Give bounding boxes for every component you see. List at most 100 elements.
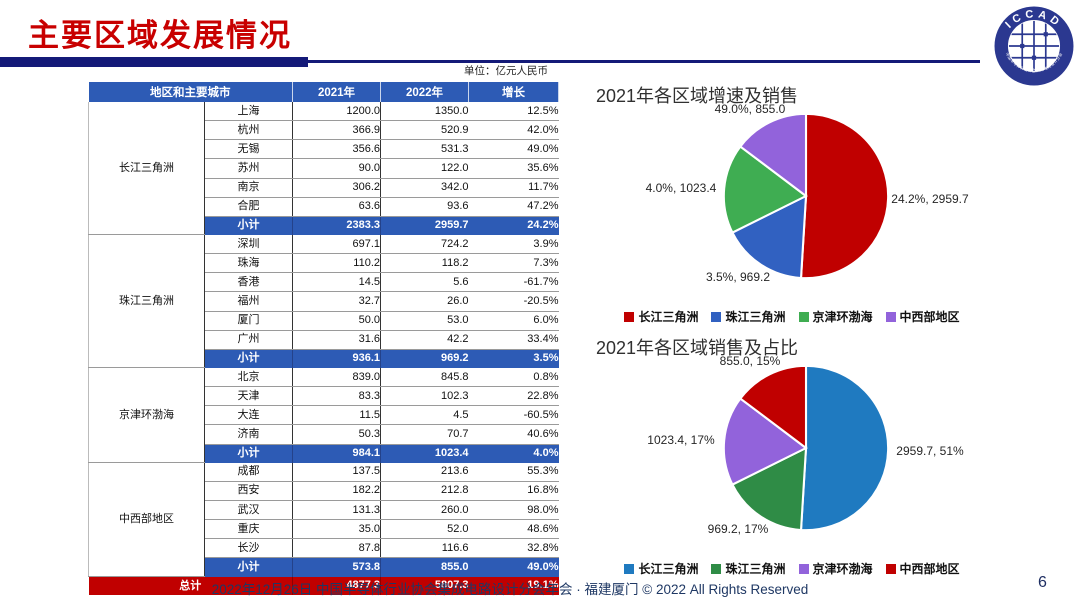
value-2021-cell: 839.0 <box>292 367 381 388</box>
city-cell: 长沙 <box>204 538 293 559</box>
region-cell: 京津环渤海 <box>88 367 205 464</box>
pie-slice-珠江三角洲 <box>731 446 808 531</box>
legend-item-中西部地区: 中西部地区 <box>885 560 960 577</box>
total-2021-cell: 4877.3 <box>292 576 381 596</box>
table-row: 京津环渤海 北京 839.0 845.8 0.8% <box>88 367 559 464</box>
city-cell: 杭州 <box>204 120 293 141</box>
value-2022-cell: 53.0 <box>380 311 469 331</box>
growth-cell: -61.7% <box>468 272 559 293</box>
growth-cell: 6.0% <box>468 311 559 331</box>
growth-cell: 49.0% <box>468 139 559 160</box>
value-2022-cell: 845.8 <box>380 367 469 388</box>
legend-swatch-icon <box>711 563 722 574</box>
subtotal-growth-cell: 4.0% <box>468 444 559 463</box>
subtotal-2021-cell: 936.1 <box>292 349 381 368</box>
subtotal-row: 小计 573.8 855.0 49.0% <box>89 557 559 577</box>
subtotal-2022-cell: 1023.4 <box>380 444 469 463</box>
value-2021-cell: 182.2 <box>292 481 381 501</box>
unit-label: 单位：亿元人民币 <box>464 65 548 77</box>
region-table: 地区和主要城市 2021年 2022年 增长 长江三角洲 上海 1200.0 1350… <box>88 82 559 596</box>
page-number: 6 <box>1038 574 1047 591</box>
city-cell: 济南 <box>204 424 293 445</box>
region-cell: 长江三角洲 <box>88 102 205 236</box>
col-header-2022: 2022年 <box>380 82 469 102</box>
value-2021-cell: 90.0 <box>292 158 381 179</box>
city-cell: 厦门 <box>204 311 293 331</box>
table-header-row: 地区和主要城市 2021年 2022年 增长 <box>88 82 559 102</box>
value-2022-cell: 260.0 <box>380 500 469 521</box>
subtotal-2021-cell: 573.8 <box>292 557 381 577</box>
legend-label: 长江三角洲 <box>638 562 699 576</box>
table-row: 天津 83.3 102.3 22.8% <box>89 386 559 407</box>
table-row: 合肥 63.6 93.6 47.2% <box>89 197 559 217</box>
value-2022-cell: 122.0 <box>380 158 469 179</box>
page-title: 主要区域发展情况 <box>28 18 292 53</box>
legend-label: 中西部地区 <box>899 310 960 324</box>
pie-slice-长江三角洲 <box>799 113 889 279</box>
value-2022-cell: 213.6 <box>380 462 469 482</box>
subtotal-label-cell: 小计 <box>204 349 293 368</box>
growth-cell: 3.9% <box>468 234 559 255</box>
legend-swatch-icon <box>624 563 635 574</box>
value-2022-cell: 102.3 <box>380 386 469 407</box>
city-cell: 武汉 <box>204 500 293 521</box>
table-row: 福州 32.7 26.0 -20.5% <box>89 291 559 312</box>
total-row: 总计 4877.3 5807.3 19.1% <box>88 576 559 596</box>
pie-label-bottom: 969.2, 17% <box>707 522 769 536</box>
value-2022-cell: 93.6 <box>380 197 469 217</box>
value-2021-cell: 87.8 <box>292 538 381 559</box>
value-2022-cell: 342.0 <box>380 178 469 198</box>
value-2022-cell: 118.2 <box>380 253 469 274</box>
city-cell: 南京 <box>204 178 293 198</box>
subtotal-growth-cell: 49.0% <box>468 557 559 577</box>
growth-cell: 7.3% <box>468 253 559 274</box>
growth-cell: 48.6% <box>468 519 559 540</box>
legend-label: 京津环渤海 <box>812 310 873 324</box>
growth-cell: 11.7% <box>468 178 559 198</box>
legend-item-京津环渤海: 京津环渤海 <box>798 560 873 577</box>
growth-cell: 42.0% <box>468 120 559 141</box>
legend-swatch-icon <box>624 311 635 322</box>
value-2022-cell: 5.6 <box>380 272 469 293</box>
pie-slice-中西部地区 <box>738 113 808 199</box>
value-2021-cell: 32.7 <box>292 291 381 312</box>
table-row: 广州 31.6 42.2 33.4% <box>89 330 559 350</box>
city-cell: 西安 <box>204 481 293 501</box>
value-2021-cell: 50.3 <box>292 424 381 445</box>
table-row: 重庆 35.0 52.0 48.6% <box>89 519 559 540</box>
table-row: 济南 50.3 70.7 40.6% <box>89 424 559 445</box>
legend-label: 京津环渤海 <box>812 562 873 576</box>
value-2022-cell: 520.9 <box>380 120 469 141</box>
value-2022-cell: 4.5 <box>380 405 469 426</box>
growth-cell: 0.8% <box>468 367 559 388</box>
table-row: 无锡 356.6 531.3 49.0% <box>89 139 559 160</box>
growth-cell: 33.4% <box>468 330 559 350</box>
value-2021-cell: 11.5 <box>292 405 381 426</box>
table-row: 大连 11.5 4.5 -60.5% <box>89 405 559 426</box>
city-cell: 香港 <box>204 272 293 293</box>
table-row: 武汉 131.3 260.0 98.0% <box>89 500 559 521</box>
growth-cell: 47.2% <box>468 197 559 217</box>
pie-slice-京津环渤海 <box>723 145 808 234</box>
value-2021-cell: 131.3 <box>292 500 381 521</box>
value-2021-cell: 366.9 <box>292 120 381 141</box>
table-row: 西安 182.2 212.8 16.8% <box>89 481 559 501</box>
chart-legend: 长江三角洲 珠江三角洲 京津环渤海 中西部地区 <box>590 308 994 325</box>
legend-item-珠江三角洲: 珠江三角洲 <box>711 308 786 325</box>
value-2021-cell: 1200.0 <box>292 102 381 122</box>
sales-share-pie-chart: 2021年各区域销售及占比 2959.7, 51% 969.2, 17% 1023.… <box>590 332 994 584</box>
value-2021-cell: 14.5 <box>292 272 381 293</box>
subtotal-row: 小计 2383.3 2959.7 24.2% <box>89 216 559 235</box>
growth-cell: 32.8% <box>468 538 559 559</box>
subtotal-row: 小计 936.1 969.2 3.5% <box>89 349 559 368</box>
value-2022-cell: 531.3 <box>380 139 469 160</box>
pie-label-top: 49.0%, 855.0 <box>714 102 786 116</box>
subtotal-growth-cell: 24.2% <box>468 216 559 235</box>
city-cell: 成都 <box>204 462 293 482</box>
growth-cell: 12.5% <box>468 102 559 122</box>
legend-label: 珠江三角洲 <box>725 562 786 576</box>
pie-label-right: 24.2%, 2959.7 <box>891 192 969 206</box>
value-2021-cell: 356.6 <box>292 139 381 160</box>
value-2021-cell: 306.2 <box>292 178 381 198</box>
table-row: 杭州 366.9 520.9 42.0% <box>89 120 559 141</box>
